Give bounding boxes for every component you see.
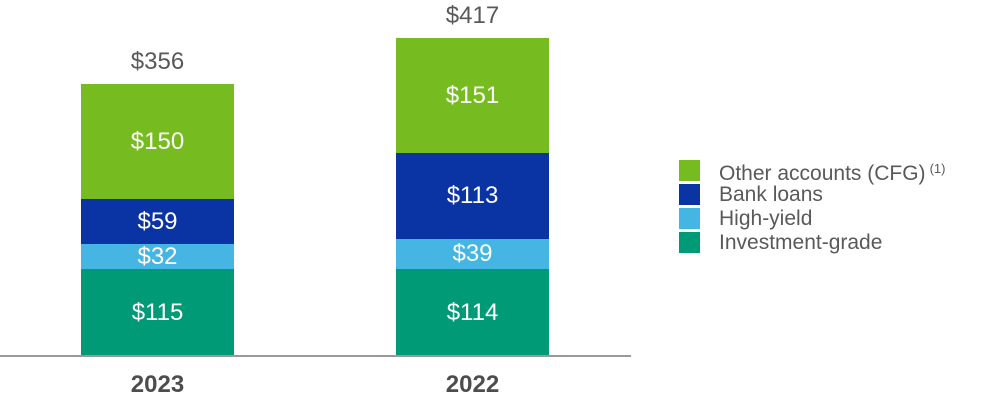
bar-segment-2022-bank-loans: $113 (396, 153, 549, 239)
x-axis-label-2022: 2022 (445, 371, 500, 398)
legend-swatch-teal (679, 232, 700, 253)
legend-swatch-dark-blue (679, 184, 700, 205)
legend-footnote-marker: (1) (929, 160, 946, 176)
segment-value-label: $114 (446, 298, 499, 326)
segment-value-label: $113 (446, 182, 499, 209)
segment-value-label: $32 (137, 242, 178, 270)
segment-value-label: $151 (445, 81, 500, 109)
segment-value-label: $39 (452, 240, 493, 267)
legend-label-text: Bank loans (719, 183, 823, 206)
legend-label-text: Investment-grade (719, 231, 883, 254)
bar-column-2022: $417 $151 $113 $39 $114 (396, 2, 549, 356)
chart-legend: Other accounts (CFG) (1) Bank loans High-… (679, 160, 945, 253)
bar-segment-2023-investment-grade: $115 (81, 269, 234, 356)
x-axis-label-2023: 2023 (130, 371, 185, 398)
bar-total-label-2022: $417 (445, 2, 500, 29)
segment-value-label: $59 (137, 207, 178, 235)
bar-column-2023: $356 $150 $59 $32 $115 (81, 48, 234, 356)
legend-item-high-yield: High-yield (679, 208, 945, 229)
bar-segment-2023-high-yield: $32 (81, 242, 234, 270)
segment-value-label: $115 (131, 298, 184, 326)
bar-total-label-2023: $356 (130, 48, 185, 75)
legend-item-investment-grade: Investment-grade (679, 232, 945, 253)
legend-item-bank-loans: Bank loans (679, 184, 945, 205)
legend-label-text: High-yield (719, 207, 813, 230)
bar-segment-2022-high-yield: $39 (396, 239, 549, 269)
x-axis-line (0, 355, 631, 357)
bar-segment-2022-other-accounts: $151 (396, 38, 549, 153)
bar-segment-2023-bank-loans: $59 (81, 199, 234, 244)
legend-item-other-accounts: Other accounts (CFG) (1) (679, 160, 946, 184)
legend-swatch-light-blue (679, 208, 700, 229)
bar-segment-2023-other-accounts: $150 (81, 84, 234, 199)
legend-label-text: Other accounts (CFG) (719, 161, 926, 185)
legend-swatch-green (679, 160, 700, 181)
bar-segment-2022-investment-grade: $114 (396, 269, 549, 356)
segment-value-label: $150 (130, 127, 185, 155)
